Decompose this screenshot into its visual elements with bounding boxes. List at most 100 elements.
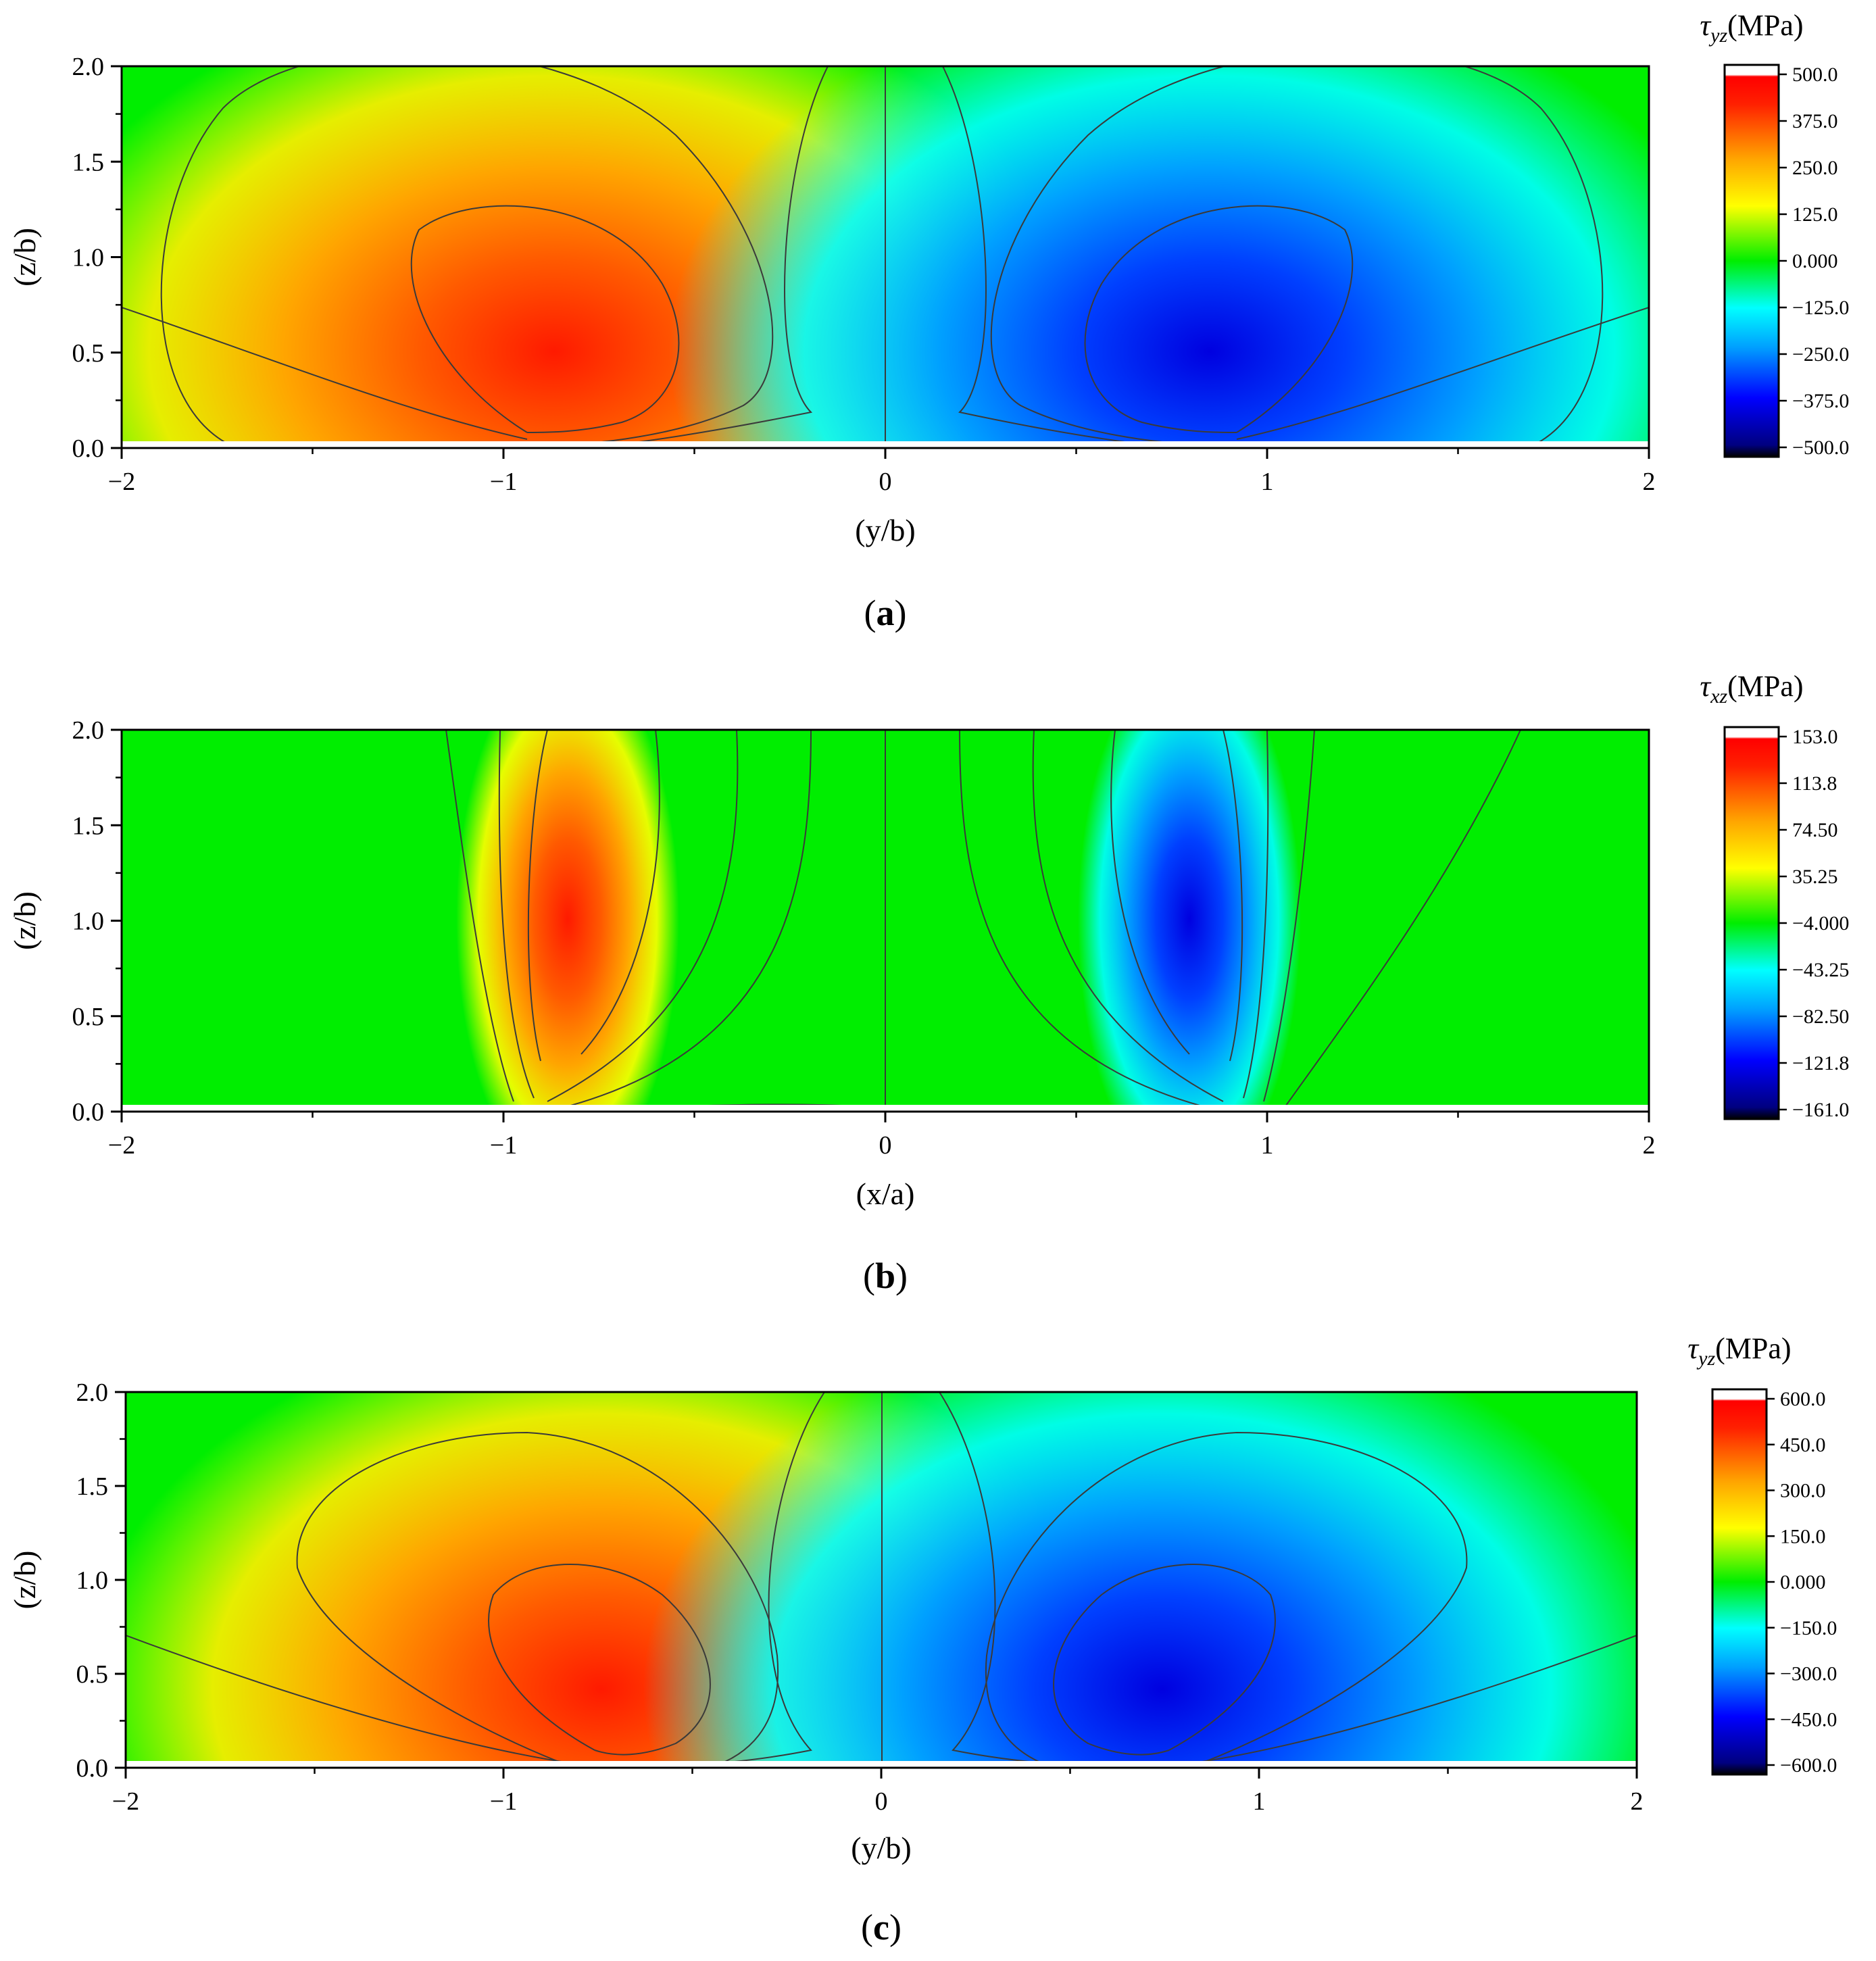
- x-axis-title: (y/b): [851, 1831, 911, 1865]
- contour-line: [498, 730, 535, 1099]
- colorbar-tick-label: 600.0: [1780, 1388, 1826, 1410]
- colorbar-gradient: [1723, 64, 1780, 458]
- contour-line: [488, 1564, 711, 1756]
- colorbar-tick-label: 113.8: [1792, 772, 1837, 795]
- y-tick-label: 1.5: [72, 812, 105, 840]
- colorbar-tick-label: −450.0: [1780, 1708, 1837, 1731]
- contour-line: [122, 307, 528, 440]
- colorbar-tick-label: −43.25: [1792, 959, 1849, 981]
- y-tick-label: 1.0: [72, 908, 105, 936]
- contour-line: [1263, 730, 1315, 1102]
- colorbar-tick-label: 0.000: [1792, 250, 1838, 272]
- contour-line: [560, 730, 812, 1109]
- colorbar: τyz(MPa) 500.0 375.0 250.0 125.0 0.000 −125.0 −…: [1700, 9, 1849, 459]
- contour-line: [1053, 1564, 1276, 1756]
- colorbar-tick-label: −375.0: [1792, 390, 1849, 412]
- x-tick-label: −1: [490, 1131, 517, 1160]
- colorbar-tick-label: 500.0: [1792, 64, 1838, 86]
- x-tick-label: −1: [490, 1787, 517, 1816]
- colorbar-tick-label: 153.0: [1792, 726, 1838, 748]
- colorbar-tick-label: 300.0: [1780, 1480, 1826, 1502]
- colorbar-tick-label: 0.000: [1780, 1571, 1826, 1593]
- x-tick-label: 2: [1643, 468, 1656, 496]
- panel-caption: (a): [864, 593, 907, 633]
- y-tick-label: 2.0: [72, 716, 105, 745]
- panel-a: −2 −1 0 1 2 0.0 0.5 1.0 1.5 2.0 (y/b) (z/b) (a) τyz(M…: [7, 9, 1849, 633]
- y-tick-label: 2.0: [76, 1379, 109, 1407]
- contour-line: [296, 1431, 779, 1768]
- x-axis-title: (y/b): [855, 513, 915, 547]
- colorbar-tick-label: 250.0: [1792, 157, 1838, 179]
- y-tick-label: 0.5: [72, 1003, 105, 1031]
- contour-line: [581, 730, 660, 1055]
- panel-b: −2 −1 0 1 2 0.0 0.5 1.0 1.5 2.0 (x/a) (z/b) (b) τxz(M…: [7, 670, 1849, 1296]
- x-tick-label: −2: [112, 1787, 139, 1816]
- contour-line: [1243, 730, 1269, 1099]
- colorbar-title: τyz(MPa): [1700, 9, 1803, 47]
- contour-line: [587, 66, 829, 448]
- x-tick-label: 1: [1261, 1131, 1274, 1160]
- colorbar-gradient: [1723, 726, 1780, 1120]
- contour-line: [547, 730, 739, 1102]
- panel-caption: (b): [863, 1256, 908, 1296]
- contour-line: [985, 1431, 1468, 1768]
- colorbar-tick-label: −250.0: [1792, 343, 1849, 366]
- colorbar-tick-label: 375.0: [1792, 110, 1838, 132]
- colorbar-tick-label: −4.000: [1792, 912, 1849, 935]
- colorbar-gradient: [1711, 1388, 1768, 1776]
- contour-line: [959, 730, 1210, 1109]
- x-tick-label: 2: [1643, 1131, 1656, 1160]
- contour-field: [122, 66, 1649, 448]
- colorbar-title: τyz(MPa): [1687, 1332, 1791, 1370]
- colorbar-tick-label: −161.0: [1792, 1099, 1849, 1121]
- contour-line: [126, 1635, 575, 1764]
- y-tick-label: 1.0: [76, 1566, 109, 1595]
- colorbar-tick-label: −500.0: [1792, 437, 1849, 459]
- y-axis-title: (z/b): [7, 891, 42, 950]
- y-axis-title: (z/b): [7, 1551, 42, 1610]
- contour-line: [1236, 307, 1649, 440]
- y-tick-label: 1.0: [72, 244, 105, 272]
- x-tick-label: −2: [108, 1131, 135, 1160]
- contour-line: [1032, 730, 1224, 1102]
- x-tick-label: 0: [875, 1787, 888, 1816]
- colorbar: τxz(MPa) 153.0 113.8 74.50 35.25 −4.000 −43.25…: [1700, 670, 1849, 1121]
- contour-line: [160, 66, 774, 448]
- colorbar-tick-label: −125.0: [1792, 297, 1849, 319]
- y-tick-label: 0.0: [72, 1098, 105, 1126]
- contour-field: [122, 730, 1649, 1112]
- y-tick-label: 0.5: [76, 1660, 109, 1689]
- colorbar-title: τxz(MPa): [1700, 670, 1803, 708]
- y-tick-label: 0.5: [72, 339, 105, 368]
- x-axis-title: (x/a): [856, 1176, 915, 1211]
- x-tick-label: 2: [1631, 1787, 1644, 1816]
- colorbar-tick-label: −600.0: [1780, 1754, 1837, 1777]
- contour-field: [126, 1392, 1637, 1768]
- contour-line: [1110, 730, 1190, 1055]
- x-tick-label: 1: [1253, 1787, 1266, 1816]
- contour-line: [942, 66, 1177, 448]
- y-axis-title: (z/b): [7, 228, 42, 287]
- x-tick-label: −1: [490, 468, 517, 496]
- colorbar-tick-label: −82.50: [1792, 1006, 1849, 1028]
- x-tick-label: 1: [1261, 468, 1274, 496]
- colorbar-tick-label: −150.0: [1780, 1617, 1837, 1639]
- colorbar-tick-label: −121.8: [1792, 1052, 1849, 1074]
- colorbar-tick-label: 125.0: [1792, 203, 1838, 226]
- contour-line: [1084, 205, 1354, 433]
- y-tick-label: 0.0: [76, 1754, 109, 1783]
- contour-lines: [122, 66, 1649, 448]
- panel-c: −2 −1 0 1 2 0.0 0.5 1.0 1.5 2.0 (y/b) (z/b) (c) τyz(M…: [7, 1332, 1837, 1947]
- contour-line: [990, 66, 1604, 448]
- contour-line: [410, 205, 680, 433]
- x-tick-label: 0: [879, 1131, 892, 1160]
- base-strip: [122, 1105, 1649, 1112]
- y-tick-label: 1.5: [72, 148, 105, 176]
- y-tick-label: 1.5: [76, 1472, 109, 1501]
- x-tick-label: 0: [879, 468, 892, 496]
- contour-line: [1189, 1635, 1637, 1764]
- colorbar-tick-label: 150.0: [1780, 1525, 1826, 1547]
- contour-line: [1283, 730, 1521, 1109]
- colorbar: τyz(MPa) 600.0 450.0 300.0 150.0 0.000 −150.0 −…: [1687, 1332, 1837, 1777]
